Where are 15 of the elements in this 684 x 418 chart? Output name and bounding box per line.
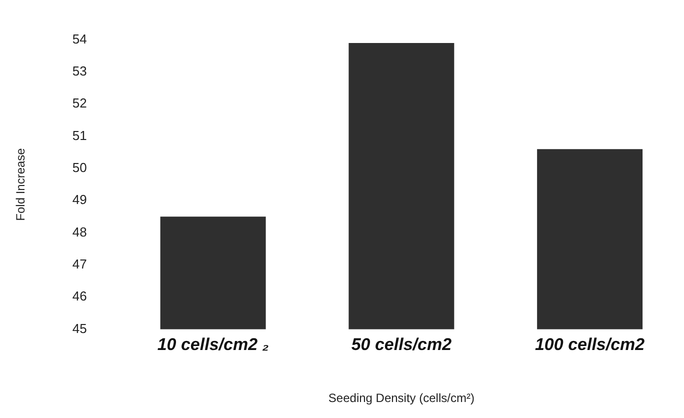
y-tick-label: 51	[72, 128, 87, 143]
y-tick-label: 48	[72, 224, 87, 240]
x-tick-label: 10 cells/cm2 ₂	[157, 335, 270, 354]
x-tick-label: 50 cells/cm2	[351, 335, 452, 354]
y-tick-label: 54	[72, 31, 87, 46]
y-tick-label: 52	[72, 96, 87, 111]
y-axis-title: Fold Increase	[14, 148, 28, 221]
y-tick-label: 50	[72, 160, 87, 175]
x-tick-label: 100 cells/cm2	[534, 335, 646, 354]
y-tick-label: 45	[72, 320, 87, 336]
y-tick-label: 49	[72, 192, 87, 208]
y-tick-label: 46	[72, 288, 87, 304]
x-axis-title: Seeding Density (cells/cm²)	[328, 391, 474, 406]
y-tick-label: 47	[72, 256, 87, 272]
y-tick-label: 53	[72, 64, 87, 79]
